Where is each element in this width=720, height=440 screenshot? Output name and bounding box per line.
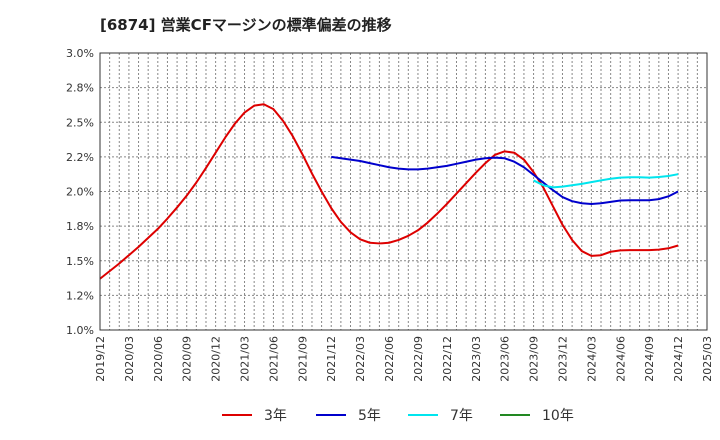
legend-label: 5年 <box>358 408 381 424</box>
legend-label: 7年 <box>450 408 473 424</box>
x-tick-label: 2021/12 <box>325 336 338 382</box>
x-tick-label: 2021/03 <box>239 336 252 382</box>
x-tick-label: 2024/03 <box>585 336 598 382</box>
plot-frame <box>99 52 708 331</box>
x-tick-label: 2022/12 <box>441 336 454 382</box>
x-tick-label: 2022/09 <box>412 336 425 382</box>
y-axis: 1.0% 1.2% 1.5% 1.8% 2.0% 2.2% 2.5% 2.8% 3.0% <box>66 47 94 337</box>
y-tick-label: 1.2% <box>66 289 94 302</box>
y-tick-label: 1.5% <box>66 255 94 268</box>
x-tick-label: 2022/06 <box>383 336 396 382</box>
series-lines <box>99 103 679 280</box>
legend-label: 10年 <box>542 408 574 424</box>
y-tick-label: 1.0% <box>66 324 94 337</box>
series-line-5年 <box>331 155 679 205</box>
x-tick-label: 2019/12 <box>94 336 107 382</box>
x-tick-label: 2023/06 <box>499 336 512 382</box>
y-tick-label: 2.5% <box>66 116 94 129</box>
y-tick-label: 2.0% <box>66 186 94 199</box>
x-tick-label: 2021/09 <box>296 336 309 382</box>
x-tick-label: 2024/09 <box>643 336 656 382</box>
x-tick-label: 2020/09 <box>181 336 194 382</box>
x-tick-label: 2024/12 <box>672 336 685 382</box>
gridlines <box>99 52 708 331</box>
legend-label: 3年 <box>264 408 287 424</box>
x-tick-label: 2024/06 <box>614 336 627 382</box>
x-tick-label: 2023/03 <box>470 336 483 382</box>
x-tick-label: 2022/03 <box>354 336 367 382</box>
y-tick-label: 2.8% <box>66 82 94 95</box>
series-line-3年 <box>99 103 679 280</box>
x-axis: 2019/12 2020/03 2020/06 2020/09 2020/12 2021/… <box>94 336 714 382</box>
x-tick-label: 2020/12 <box>210 336 223 382</box>
y-tick-label: 3.0% <box>66 47 94 60</box>
x-tick-label: 2025/03 <box>701 336 714 382</box>
x-tick-label: 2020/03 <box>123 336 136 382</box>
legend: 3年 5年 7年 10年 <box>222 408 574 424</box>
y-tick-label: 2.2% <box>66 151 94 164</box>
x-tick-label: 2023/12 <box>556 336 569 382</box>
x-tick-label: 2021/06 <box>267 336 280 382</box>
series-line-7年 <box>533 173 679 189</box>
x-tick-label: 2020/06 <box>152 336 165 382</box>
y-tick-label: 1.8% <box>66 220 94 233</box>
x-tick-label: 2023/09 <box>528 336 541 382</box>
chart-title: [6874] 営業CFマージンの標準偏差の推移 <box>100 16 392 34</box>
